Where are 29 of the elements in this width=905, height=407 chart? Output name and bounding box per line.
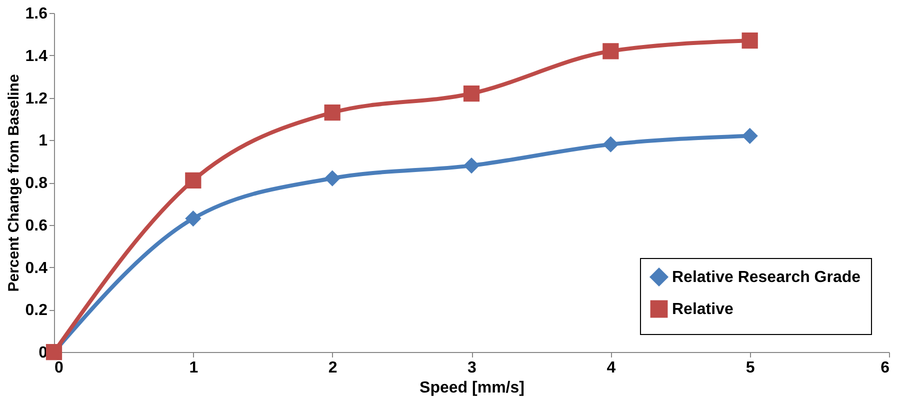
y-tick-label: 1.6 — [25, 6, 48, 22]
y-tick-label: 0.2 — [25, 302, 48, 320]
x-tick-label: 4 — [606, 360, 616, 376]
x-tick-label: 2 — [328, 360, 338, 376]
x-tick-label: 3 — [468, 360, 477, 376]
x-tick-label: 5 — [746, 360, 755, 376]
y-tick-label: 1.2 — [25, 90, 48, 108]
point — [742, 128, 758, 144]
point — [324, 104, 340, 121]
y-tick-label: 1 — [38, 132, 48, 150]
x-tick-label: 6 — [880, 360, 890, 376]
point — [602, 136, 619, 152]
point — [742, 32, 758, 49]
y-tick-label: 1.4 — [25, 48, 48, 65]
legend-label: Relative — [672, 301, 734, 318]
x-tick-label: 1 — [189, 360, 198, 376]
point — [463, 85, 480, 102]
x-tick-label: 0 — [54, 360, 64, 376]
point — [324, 170, 340, 186]
point — [463, 157, 480, 174]
point — [602, 43, 619, 60]
y-tick-label: 0.4 — [25, 260, 48, 277]
point — [185, 210, 202, 227]
point — [185, 172, 202, 188]
legend-label: Relative Research Grade — [672, 269, 861, 286]
y-tick-label: 0.8 — [25, 175, 48, 192]
y-axis-title: Percent Change from Baseline — [5, 74, 22, 292]
x-axis-title: Speed [mm/s] — [420, 380, 524, 396]
y-tick-label: 0.6 — [25, 217, 48, 234]
